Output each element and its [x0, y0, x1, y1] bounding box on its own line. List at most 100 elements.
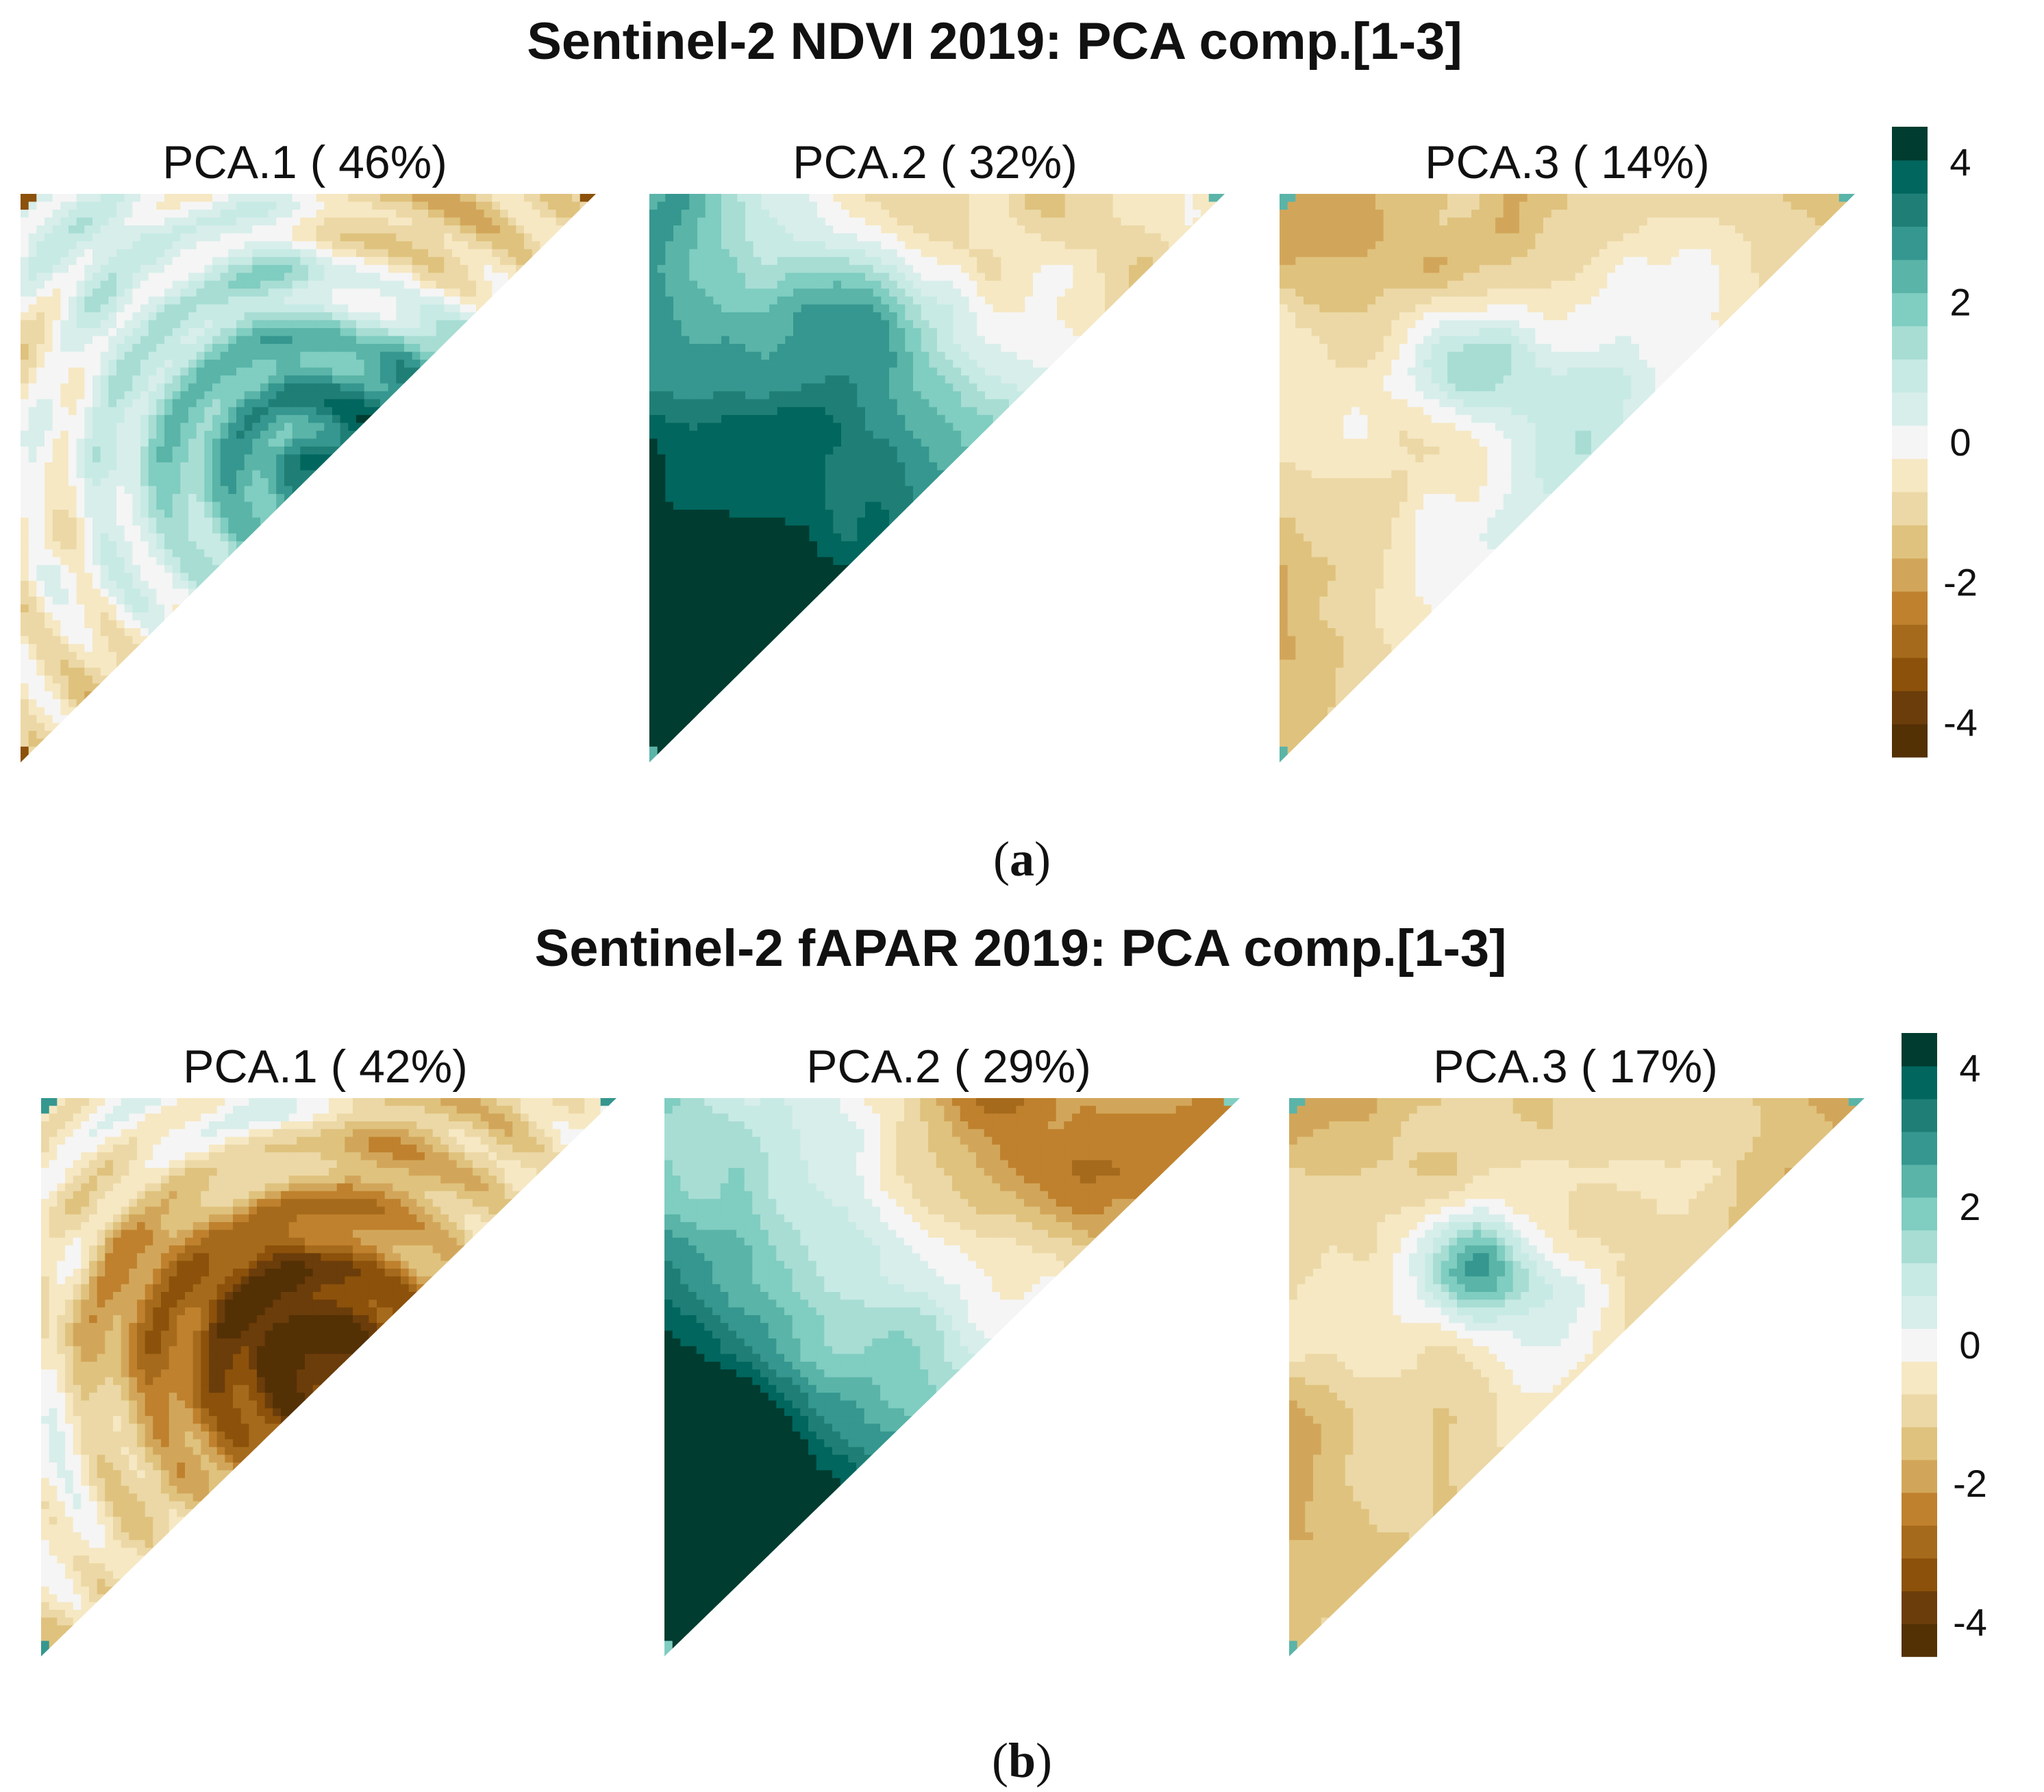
map-cell — [649, 573, 658, 582]
map-cell — [36, 430, 45, 439]
map-cell — [332, 288, 341, 297]
map-cell — [953, 217, 962, 226]
map-cell — [100, 225, 109, 234]
map-cell — [348, 423, 357, 432]
map-cell — [817, 328, 826, 337]
map-cell — [388, 304, 397, 313]
map-cell — [985, 351, 994, 360]
map-cell — [993, 296, 1001, 305]
map-cell — [865, 454, 874, 463]
map-cell — [913, 304, 922, 313]
map-cell — [244, 351, 253, 360]
map-cell — [180, 320, 189, 329]
map-cell — [785, 588, 794, 597]
map-cell — [292, 399, 301, 408]
map-cell — [212, 446, 221, 455]
map-cell — [809, 486, 818, 495]
map-cell — [649, 730, 658, 739]
map-cell — [833, 328, 842, 337]
map-cell — [849, 454, 858, 463]
map-cell — [76, 644, 85, 653]
map-cell — [28, 636, 37, 645]
map-cell — [777, 210, 786, 219]
map-cell — [649, 383, 658, 392]
map-cell — [364, 312, 373, 321]
map-cell — [516, 257, 525, 266]
map-cell — [697, 304, 706, 313]
map-cell — [1009, 296, 1018, 305]
map-cell — [649, 525, 658, 534]
map-cell — [945, 312, 954, 321]
map-cell — [673, 707, 682, 716]
map-cell — [428, 273, 437, 282]
map-cell — [753, 225, 762, 234]
map-cell — [252, 486, 261, 495]
map-cell — [841, 423, 850, 432]
map-cell — [220, 533, 229, 542]
map-cell — [705, 549, 714, 558]
map-cell — [228, 351, 237, 360]
map-cell — [1033, 367, 1042, 376]
map-cell — [100, 273, 109, 282]
map-cell — [116, 257, 125, 266]
map-cell — [236, 273, 245, 282]
map-cell — [681, 691, 690, 700]
map-cell — [108, 470, 117, 479]
map-cell — [108, 320, 117, 329]
map-cell — [1025, 210, 1034, 219]
map-cell — [1001, 225, 1010, 234]
map-cell — [865, 320, 874, 329]
map-cell — [340, 233, 349, 242]
map-cell — [1001, 217, 1010, 226]
map-cell — [841, 375, 850, 384]
map-cell — [777, 596, 786, 605]
map-cell — [252, 217, 261, 226]
map-cell — [284, 249, 293, 258]
map-cell — [969, 391, 977, 400]
map-cell — [204, 438, 213, 447]
map-cell — [388, 201, 397, 210]
map-cell — [60, 517, 69, 526]
map-cell — [348, 312, 357, 321]
map-cell — [985, 375, 994, 384]
map-cell — [92, 541, 101, 550]
map-cell — [729, 486, 738, 495]
map-cell — [84, 446, 93, 455]
map-cell — [809, 312, 818, 321]
map-cell — [100, 328, 109, 337]
map-cell — [140, 573, 149, 582]
map-cell — [228, 541, 237, 550]
map-cell — [1017, 360, 1025, 369]
map-cell — [380, 264, 389, 273]
map-cell — [92, 414, 101, 423]
map-cell — [444, 210, 453, 219]
map-cell — [705, 675, 714, 684]
map-cell — [132, 336, 141, 345]
map-cell — [108, 257, 117, 266]
map-cell — [721, 391, 730, 400]
map-cell — [36, 707, 45, 716]
map-cell — [729, 446, 738, 455]
map-cell — [761, 501, 770, 510]
map-cell — [913, 320, 922, 329]
map-cell — [953, 312, 962, 321]
map-cell — [649, 423, 658, 432]
map-cell — [777, 517, 786, 526]
map-cell — [45, 454, 53, 463]
map-cell — [268, 233, 277, 242]
map-cell — [809, 367, 818, 376]
map-cell — [452, 257, 461, 266]
map-cell — [721, 541, 730, 550]
map-cell — [92, 201, 101, 210]
map-cell — [124, 383, 133, 392]
map-cell — [404, 296, 413, 305]
map-cell — [21, 691, 29, 700]
map-cell — [649, 699, 658, 708]
map-cell — [60, 296, 69, 305]
map-cell — [657, 494, 666, 503]
map-cell — [761, 344, 770, 353]
map-cell — [28, 414, 37, 423]
map-cell — [45, 336, 53, 345]
map-cell — [452, 201, 461, 210]
map-cell — [705, 470, 714, 479]
